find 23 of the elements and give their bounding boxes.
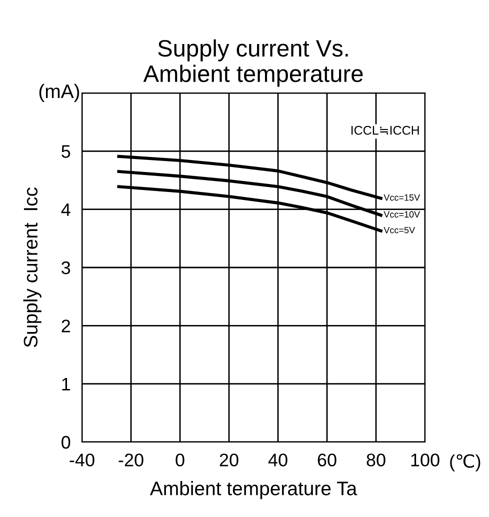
y-tick-label: 2 — [62, 320, 70, 332]
series-label: Vcc=10V — [384, 211, 420, 218]
y-tick-label: 3 — [62, 261, 70, 274]
x-axis-title: Ambient temperature Ta — [150, 481, 358, 500]
x-tick-label: 0 — [176, 454, 184, 466]
chart-title: Supply current Vs. Ambient temperature — [143, 39, 363, 87]
y-tick-label: 1 — [62, 378, 70, 390]
annotation: ICCL≒ICCH — [351, 126, 419, 135]
text: (mA) — [39, 84, 80, 102]
x-tick-label: 40 — [268, 454, 288, 466]
x-tick-label: 60 — [318, 454, 336, 466]
series-label: Vcc=5V — [384, 226, 415, 234]
x-tick-label: 80 — [366, 454, 386, 466]
y-axis-title: Supply current Icc — [23, 187, 42, 348]
text: (℃) — [450, 454, 480, 472]
x-tick-label: 20 — [220, 454, 238, 466]
y-tick-label: 5 — [62, 145, 70, 158]
x-tick-label: -40 — [70, 454, 94, 466]
x-tick-label: -20 — [118, 454, 144, 466]
y-tick-label: 4 — [61, 203, 70, 216]
y-tick-label: 0 — [62, 436, 70, 449]
series-label: Vcc=15V — [384, 194, 420, 201]
x-tick-label: 100 — [411, 454, 440, 466]
